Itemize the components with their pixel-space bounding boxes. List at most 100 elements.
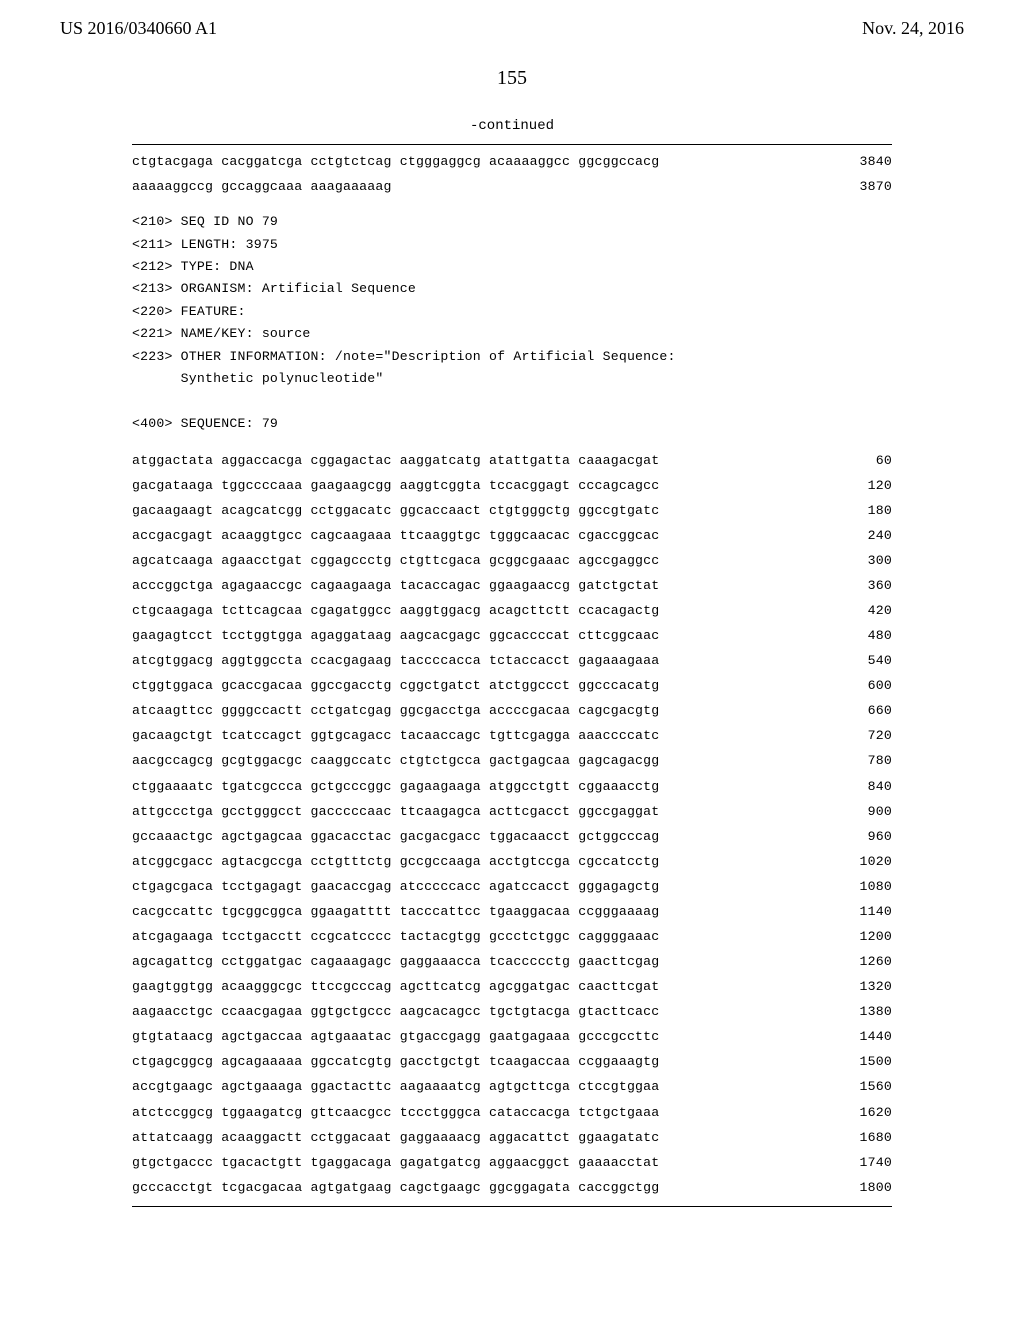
sequence-text: ctggtggaca gcaccgacaa ggccgacctg cggctga… xyxy=(132,673,832,698)
sequence-row: atctccggcg tggaagatcg gttcaacgcc tccctgg… xyxy=(132,1100,892,1125)
sequence-row: accgtgaagc agctgaaaga ggactacttc aagaaaa… xyxy=(132,1074,892,1099)
sequence-row: aaaaaggccg gccaggcaaa aaagaaaaag3870 xyxy=(132,174,892,199)
sequence-position: 480 xyxy=(832,623,892,648)
sequence-text: ctgcaagaga tcttcagcaa cgagatggcc aaggtgg… xyxy=(132,598,832,623)
sequence-row: gtgctgaccc tgacactgtt tgaggacaga gagatga… xyxy=(132,1150,892,1175)
sequence-row: gtgtataacg agctgaccaa agtgaaatac gtgaccg… xyxy=(132,1024,892,1049)
sequence-row: accgacgagt acaaggtgcc cagcaagaaa ttcaagg… xyxy=(132,523,892,548)
sequence-position: 540 xyxy=(832,648,892,673)
sequence-position: 720 xyxy=(832,723,892,748)
sequence-text: attatcaagg acaaggactt cctggacaat gaggaaa… xyxy=(132,1125,832,1150)
sequence-position: 3840 xyxy=(832,149,892,174)
sequence-row: ctgagcggcg agcagaaaaa ggccatcgtg gacctgc… xyxy=(132,1049,892,1074)
sequence-position: 900 xyxy=(832,799,892,824)
sequence-text: gcccacctgt tcgacgacaa agtgatgaag cagctga… xyxy=(132,1175,832,1200)
sequence-position: 120 xyxy=(832,473,892,498)
sequence-position: 1020 xyxy=(832,849,892,874)
sequence-text: ctgtacgaga cacggatcga cctgtctcag ctgggag… xyxy=(132,149,832,174)
sequence-text: gtgtataacg agctgaccaa agtgaaatac gtgaccg… xyxy=(132,1024,832,1049)
sequence-text: aaaaaggccg gccaggcaaa aaagaaaaag xyxy=(132,174,832,199)
sequence-row: atcggcgacc agtacgccga cctgtttctg gccgcca… xyxy=(132,849,892,874)
sequence-position: 420 xyxy=(832,598,892,623)
sequence-text: atcgagaaga tcctgacctt ccgcatcccc tactacg… xyxy=(132,924,832,949)
sequence-text: atcgtggacg aggtggccta ccacgagaag tacccca… xyxy=(132,648,832,673)
sequence-position: 300 xyxy=(832,548,892,573)
sequence-text: ctgagcggcg agcagaaaaa ggccatcgtg gacctgc… xyxy=(132,1049,832,1074)
sequence-row: gaagagtcct tcctggtgga agaggataag aagcacg… xyxy=(132,623,892,648)
sequence-position: 1680 xyxy=(832,1125,892,1150)
pub-date: Nov. 24, 2016 xyxy=(862,18,964,39)
sequence-row: gccaaactgc agctgagcaa ggacacctac gacgacg… xyxy=(132,824,892,849)
sequence-row: gcccacctgt tcgacgacaa agtgatgaag cagctga… xyxy=(132,1175,892,1200)
sequence-row: attgccctga gcctgggcct gacccccaac ttcaaga… xyxy=(132,799,892,824)
sequence-position: 1260 xyxy=(832,949,892,974)
sequence-text: gtgctgaccc tgacactgtt tgaggacaga gagatga… xyxy=(132,1150,832,1175)
sequence-position: 240 xyxy=(832,523,892,548)
sequence-text: accgacgagt acaaggtgcc cagcaagaaa ttcaagg… xyxy=(132,523,832,548)
sequence-position: 780 xyxy=(832,748,892,773)
sequence-row: aacgccagcg gcgtggacgc caaggccatc ctgtctg… xyxy=(132,748,892,773)
sequence-position: 1080 xyxy=(832,874,892,899)
sequence-row: atcgtggacg aggtggccta ccacgagaag tacccca… xyxy=(132,648,892,673)
sequence-text: agcatcaaga agaacctgat cggagccctg ctgttcg… xyxy=(132,548,832,573)
sequence-row: atcaagttcc ggggccactt cctgatcgag ggcgacc… xyxy=(132,698,892,723)
sequence-row: ctgtacgaga cacggatcga cctgtctcag ctgggag… xyxy=(132,149,892,174)
sequence-position: 1500 xyxy=(832,1049,892,1074)
sequence-row: atggactata aggaccacga cggagactac aaggatc… xyxy=(132,448,892,473)
sequence-row: agcagattcg cctggatgac cagaaagagc gaggaaa… xyxy=(132,949,892,974)
sequence-text: aagaacctgc ccaacgagaa ggtgctgccc aagcaca… xyxy=(132,999,832,1024)
sequence-row: aagaacctgc ccaacgagaa ggtgctgccc aagcaca… xyxy=(132,999,892,1024)
sequence-text: ctggaaaatc tgatcgccca gctgcccggc gagaaga… xyxy=(132,774,832,799)
sequence-row: gacaagctgt tcatccagct ggtgcagacc tacaacc… xyxy=(132,723,892,748)
sequence-text: gaagagtcct tcctggtgga agaggataag aagcacg… xyxy=(132,623,832,648)
sequence-text: gccaaactgc agctgagcaa ggacacctac gacgacg… xyxy=(132,824,832,849)
sequence-row: acccggctga agagaaccgc cagaagaaga tacacca… xyxy=(132,573,892,598)
sequence-meta: <210> SEQ ID NO 79 <211> LENGTH: 3975 <2… xyxy=(132,211,892,435)
pub-number: US 2016/0340660 A1 xyxy=(60,18,217,39)
sequence-table: ctgtacgaga cacggatcga cctgtctcag ctgggag… xyxy=(132,144,892,1207)
sequence-position: 180 xyxy=(832,498,892,523)
sequence-text: atcaagttcc ggggccactt cctgatcgag ggcgacc… xyxy=(132,698,832,723)
sequence-row: ctgcaagaga tcttcagcaa cgagatggcc aaggtgg… xyxy=(132,598,892,623)
sequence-position: 1620 xyxy=(832,1100,892,1125)
sequence-position: 1560 xyxy=(832,1074,892,1099)
sequence-position: 1380 xyxy=(832,999,892,1024)
sequence-text: atctccggcg tggaagatcg gttcaacgcc tccctgg… xyxy=(132,1100,832,1125)
sequence-position: 960 xyxy=(832,824,892,849)
sequence-row: attatcaagg acaaggactt cctggacaat gaggaaa… xyxy=(132,1125,892,1150)
sequence-position: 600 xyxy=(832,673,892,698)
sequence-row: ctggaaaatc tgatcgccca gctgcccggc gagaaga… xyxy=(132,774,892,799)
sequence-row: gaagtggtgg acaagggcgc ttccgcccag agcttca… xyxy=(132,974,892,999)
page-header: US 2016/0340660 A1 Nov. 24, 2016 xyxy=(0,0,1024,47)
sequence-row: ctggtggaca gcaccgacaa ggccgacctg cggctga… xyxy=(132,673,892,698)
sequence-text: attgccctga gcctgggcct gacccccaac ttcaaga… xyxy=(132,799,832,824)
sequence-text: atcggcgacc agtacgccga cctgtttctg gccgcca… xyxy=(132,849,832,874)
sequence-row: gacgataaga tggccccaaa gaagaagcgg aaggtcg… xyxy=(132,473,892,498)
sequence-text: accgtgaagc agctgaaaga ggactacttc aagaaaa… xyxy=(132,1074,832,1099)
sequence-position: 1440 xyxy=(832,1024,892,1049)
sequence-position: 3870 xyxy=(832,174,892,199)
sequence-text: agcagattcg cctggatgac cagaaagagc gaggaaa… xyxy=(132,949,832,974)
sequence-row: agcatcaaga agaacctgat cggagccctg ctgttcg… xyxy=(132,548,892,573)
sequence-position: 1320 xyxy=(832,974,892,999)
sequence-row: gacaagaagt acagcatcgg cctggacatc ggcacca… xyxy=(132,498,892,523)
sequence-text: atggactata aggaccacga cggagactac aaggatc… xyxy=(132,448,832,473)
sequence-position: 840 xyxy=(832,774,892,799)
sequence-position: 1740 xyxy=(832,1150,892,1175)
sequence-text: gacaagctgt tcatccagct ggtgcagacc tacaacc… xyxy=(132,723,832,748)
sequence-position: 1800 xyxy=(832,1175,892,1200)
page-number: 155 xyxy=(0,67,1024,90)
sequence-text: acccggctga agagaaccgc cagaagaaga tacacca… xyxy=(132,573,832,598)
sequence-text: cacgccattc tgcggcggca ggaagatttt tacccat… xyxy=(132,899,832,924)
sequence-text: gacgataaga tggccccaaa gaagaagcgg aaggtcg… xyxy=(132,473,832,498)
sequence-text: gacaagaagt acagcatcgg cctggacatc ggcacca… xyxy=(132,498,832,523)
sequence-text: aacgccagcg gcgtggacgc caaggccatc ctgtctg… xyxy=(132,748,832,773)
sequence-position: 1140 xyxy=(832,899,892,924)
sequence-row: cacgccattc tgcggcggca ggaagatttt tacccat… xyxy=(132,899,892,924)
sequence-text: ctgagcgaca tcctgagagt gaacaccgag atccccc… xyxy=(132,874,832,899)
sequence-position: 660 xyxy=(832,698,892,723)
sequence-position: 60 xyxy=(832,448,892,473)
sequence-text: gaagtggtgg acaagggcgc ttccgcccag agcttca… xyxy=(132,974,832,999)
sequence-position: 1200 xyxy=(832,924,892,949)
sequence-row: ctgagcgaca tcctgagagt gaacaccgag atccccc… xyxy=(132,874,892,899)
